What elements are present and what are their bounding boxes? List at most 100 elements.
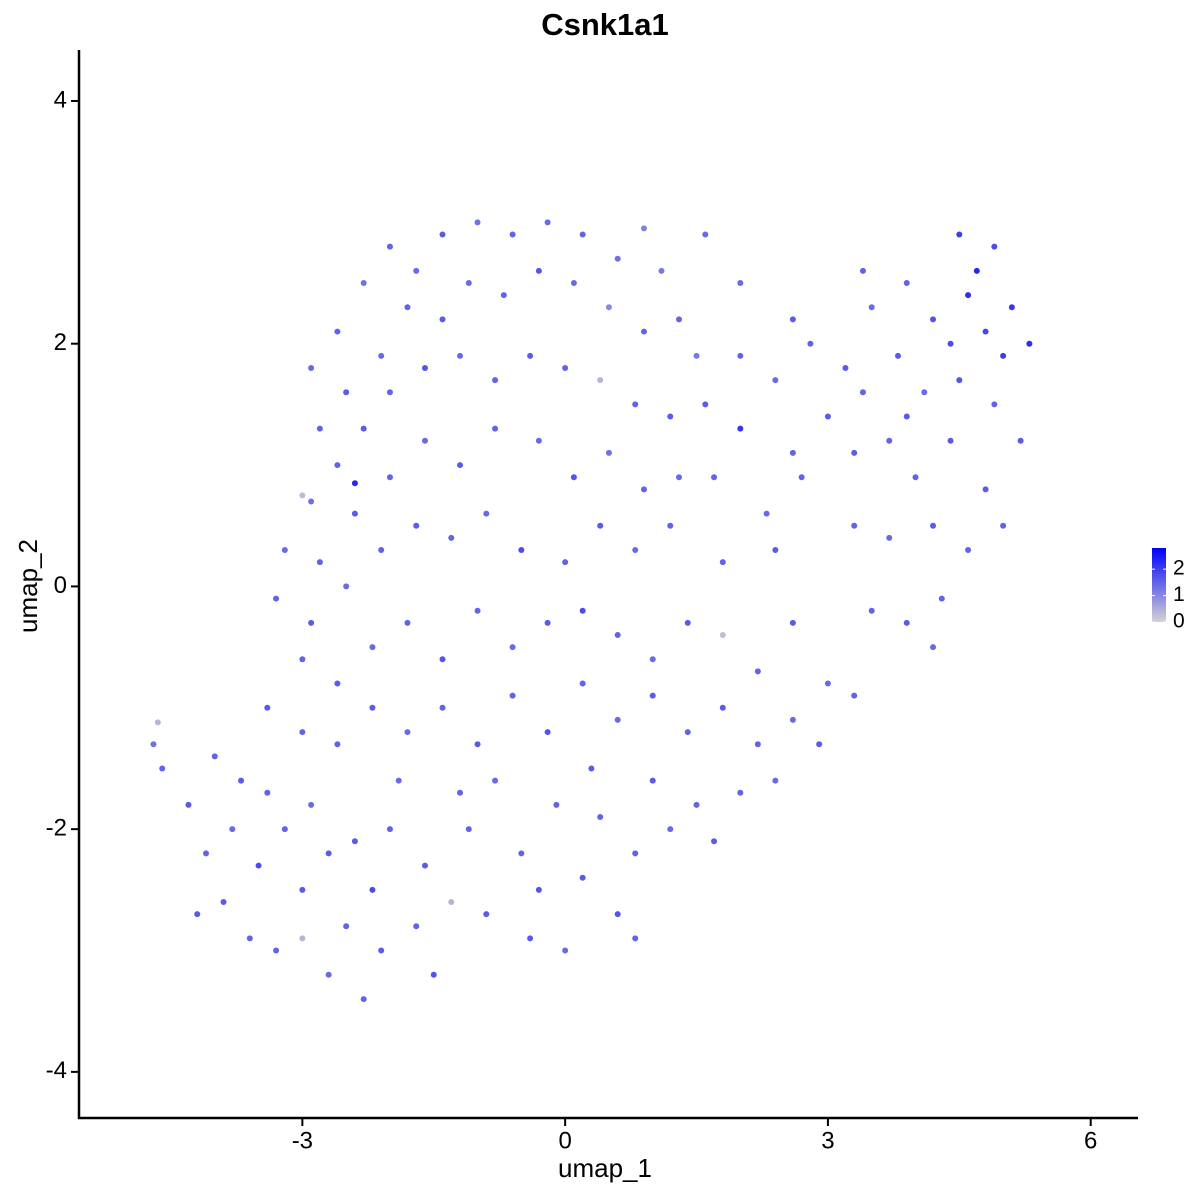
point [325,971,332,978]
colorbar-label: 1 [1173,583,1185,606]
point [360,280,367,287]
point [369,704,376,711]
point [553,801,560,808]
y-tick-label: -4 [46,1057,67,1084]
point [378,947,385,954]
point [632,935,639,942]
point [588,765,595,772]
point [439,656,446,663]
point [632,850,639,857]
point [938,595,945,602]
point [579,607,586,614]
point [737,352,744,359]
y-tick-label: 4 [54,86,67,113]
point [930,644,937,651]
point [676,316,683,323]
point [859,389,866,396]
point [299,729,306,736]
point [308,364,315,371]
point [982,486,989,493]
point [535,437,542,444]
point [965,292,972,299]
colorbar [1152,548,1166,622]
point [299,886,306,893]
point [930,316,937,323]
point [281,547,288,554]
point [343,583,350,590]
x-tick-label: 0 [558,1127,571,1154]
point [238,777,245,784]
point [982,328,989,335]
point [378,352,385,359]
point [789,716,796,723]
point [702,401,709,408]
point [737,280,744,287]
point [947,340,954,347]
point [597,522,604,529]
point [308,801,315,808]
point [903,413,910,420]
point [457,789,464,796]
x-tick-label: -3 [292,1127,313,1154]
point [316,425,323,432]
point [570,474,577,481]
point [658,267,665,274]
point [474,741,481,748]
point [614,716,621,723]
point [325,850,332,857]
point [789,316,796,323]
y-axis-label: umap_2 [13,539,43,633]
point [439,704,446,711]
point [667,413,674,420]
point [956,231,963,238]
point [649,692,656,699]
point [404,619,411,626]
point [264,789,271,796]
point [640,328,647,335]
point [281,826,288,833]
point [886,437,893,444]
colorbar-label: 2 [1173,557,1185,580]
point [457,462,464,469]
point [492,777,499,784]
point [483,911,490,918]
point [667,522,674,529]
x-tick-label: 6 [1084,1127,1097,1154]
point [807,340,814,347]
point [903,619,910,626]
point [509,231,516,238]
point [947,437,954,444]
point [632,547,639,554]
point [413,522,420,529]
point [597,377,604,384]
point [711,474,718,481]
point [457,352,464,359]
point [386,243,393,250]
point [693,801,700,808]
point [299,656,306,663]
point [308,619,315,626]
point [614,631,621,638]
point [343,923,350,930]
point [474,607,481,614]
point [614,911,621,918]
point [579,680,586,687]
point [421,364,428,371]
point [185,801,192,808]
y-tick-label: 0 [54,572,67,599]
point [500,292,507,299]
point [535,267,542,274]
y-tick-label: 2 [54,329,67,356]
point [719,631,726,638]
point [465,826,472,833]
point [404,304,411,311]
x-axis-label: umap_1 [558,1153,652,1183]
point [518,850,525,857]
point [772,777,779,784]
point [1017,437,1024,444]
point [369,886,376,893]
point [544,729,551,736]
point [334,680,341,687]
point [649,656,656,663]
point [308,498,315,505]
